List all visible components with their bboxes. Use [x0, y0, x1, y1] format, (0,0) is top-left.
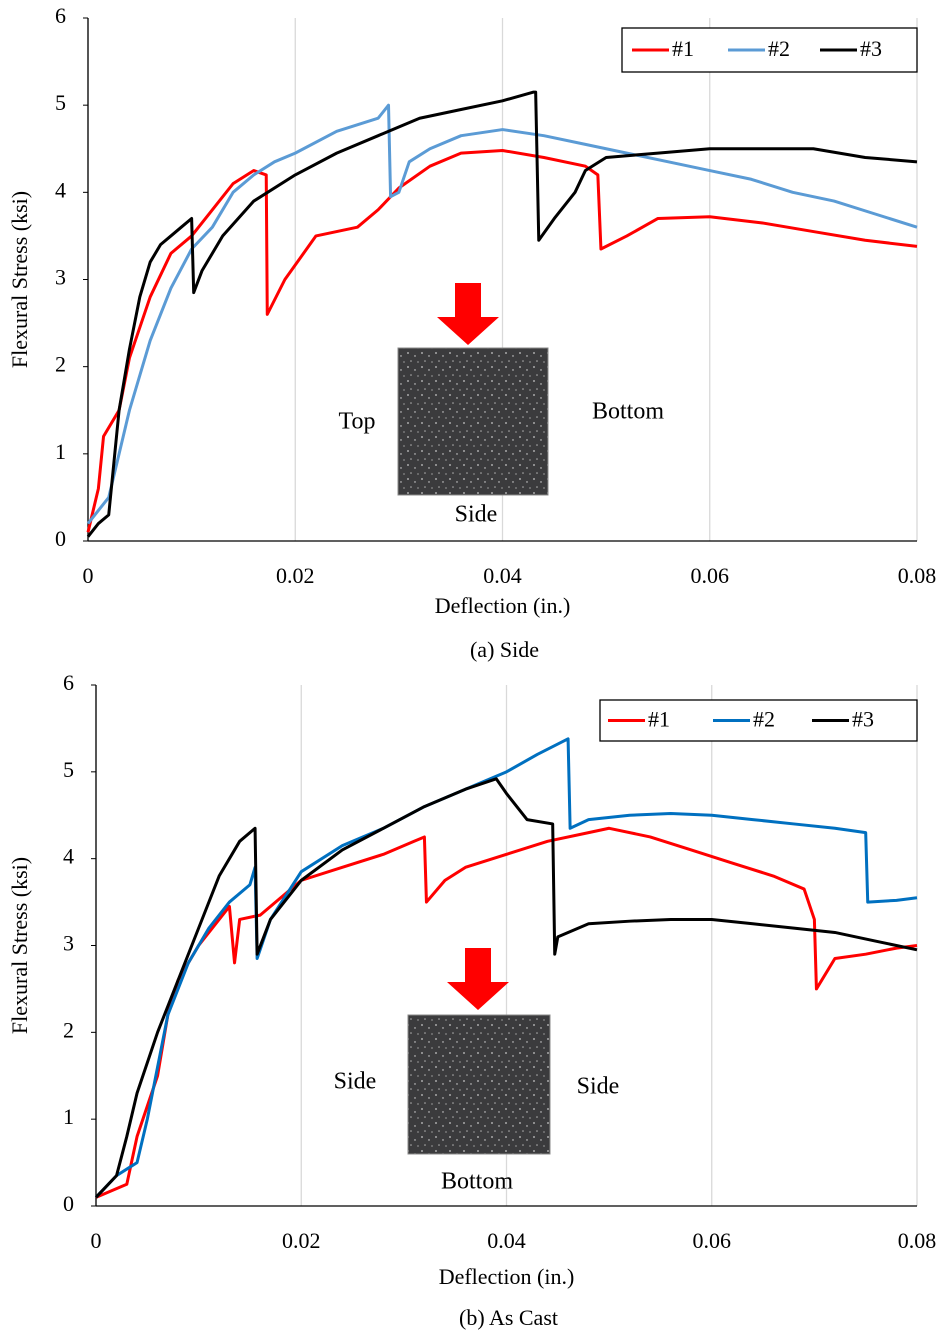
legend-label: #1 — [648, 707, 670, 732]
x-tick-label: 0.04 — [483, 563, 522, 588]
annotation: Side — [334, 1069, 377, 1095]
y-tick-label: 1 — [55, 439, 66, 464]
legend-label: #3 — [852, 707, 874, 732]
legend-label: #2 — [753, 707, 775, 732]
legend-label: #1 — [672, 36, 694, 61]
specimen-photo — [407, 1014, 551, 1155]
y-tick-label: 5 — [55, 90, 66, 115]
x-tick-label: 0 — [91, 1228, 102, 1253]
y-tick-label: 6 — [55, 3, 66, 28]
data-line — [94, 777, 918, 1199]
y-tick-label: 6 — [63, 670, 74, 695]
x-axis-label: Deflection (in.) — [435, 593, 571, 618]
y-axis-label: Flexural Stress (ksi) — [7, 857, 32, 1034]
x-tick-label: 0.08 — [898, 1228, 937, 1253]
data-line — [86, 148, 918, 533]
legend-box — [599, 699, 918, 742]
annotation: Side — [455, 502, 498, 528]
annotation: Side — [577, 1074, 620, 1100]
x-tick-label: 0.02 — [276, 563, 315, 588]
annotation: Bottom — [441, 1169, 513, 1195]
y-tick-label: 2 — [55, 352, 66, 377]
y-tick-label: 1 — [63, 1104, 74, 1129]
x-tick-label: 0.06 — [691, 563, 730, 588]
y-tick-label: 3 — [55, 265, 66, 290]
y-tick-label: 3 — [63, 931, 74, 956]
y-tick-label: 0 — [55, 526, 66, 551]
annotation: Bottom — [592, 399, 664, 425]
caption: (b) As Cast — [459, 1305, 558, 1330]
y-tick-label: 5 — [63, 757, 74, 782]
load-arrow — [437, 283, 499, 345]
data-line — [86, 90, 918, 538]
legend-label: #3 — [860, 36, 882, 61]
load-arrow — [447, 948, 509, 1010]
x-axis-label: Deflection (in.) — [439, 1264, 575, 1289]
y-tick-label: 0 — [63, 1191, 74, 1216]
y-axis-label: Flexural Stress (ksi) — [7, 191, 32, 368]
x-tick-label: 0.02 — [282, 1228, 321, 1253]
x-tick-label: 0.06 — [693, 1228, 732, 1253]
y-tick-label: 4 — [63, 844, 74, 869]
specimen-photo — [397, 347, 549, 496]
y-tick-label: 4 — [55, 177, 66, 202]
x-tick-label: 0.04 — [487, 1228, 526, 1253]
x-tick-label: 0 — [83, 563, 94, 588]
data-line — [86, 103, 918, 525]
y-tick-label: 2 — [63, 1017, 74, 1042]
legend-label: #2 — [768, 36, 790, 61]
caption: (a) Side — [470, 637, 539, 662]
x-tick-label: 0.08 — [898, 563, 937, 588]
annotation: Top — [339, 409, 376, 435]
legend-box — [621, 27, 918, 73]
